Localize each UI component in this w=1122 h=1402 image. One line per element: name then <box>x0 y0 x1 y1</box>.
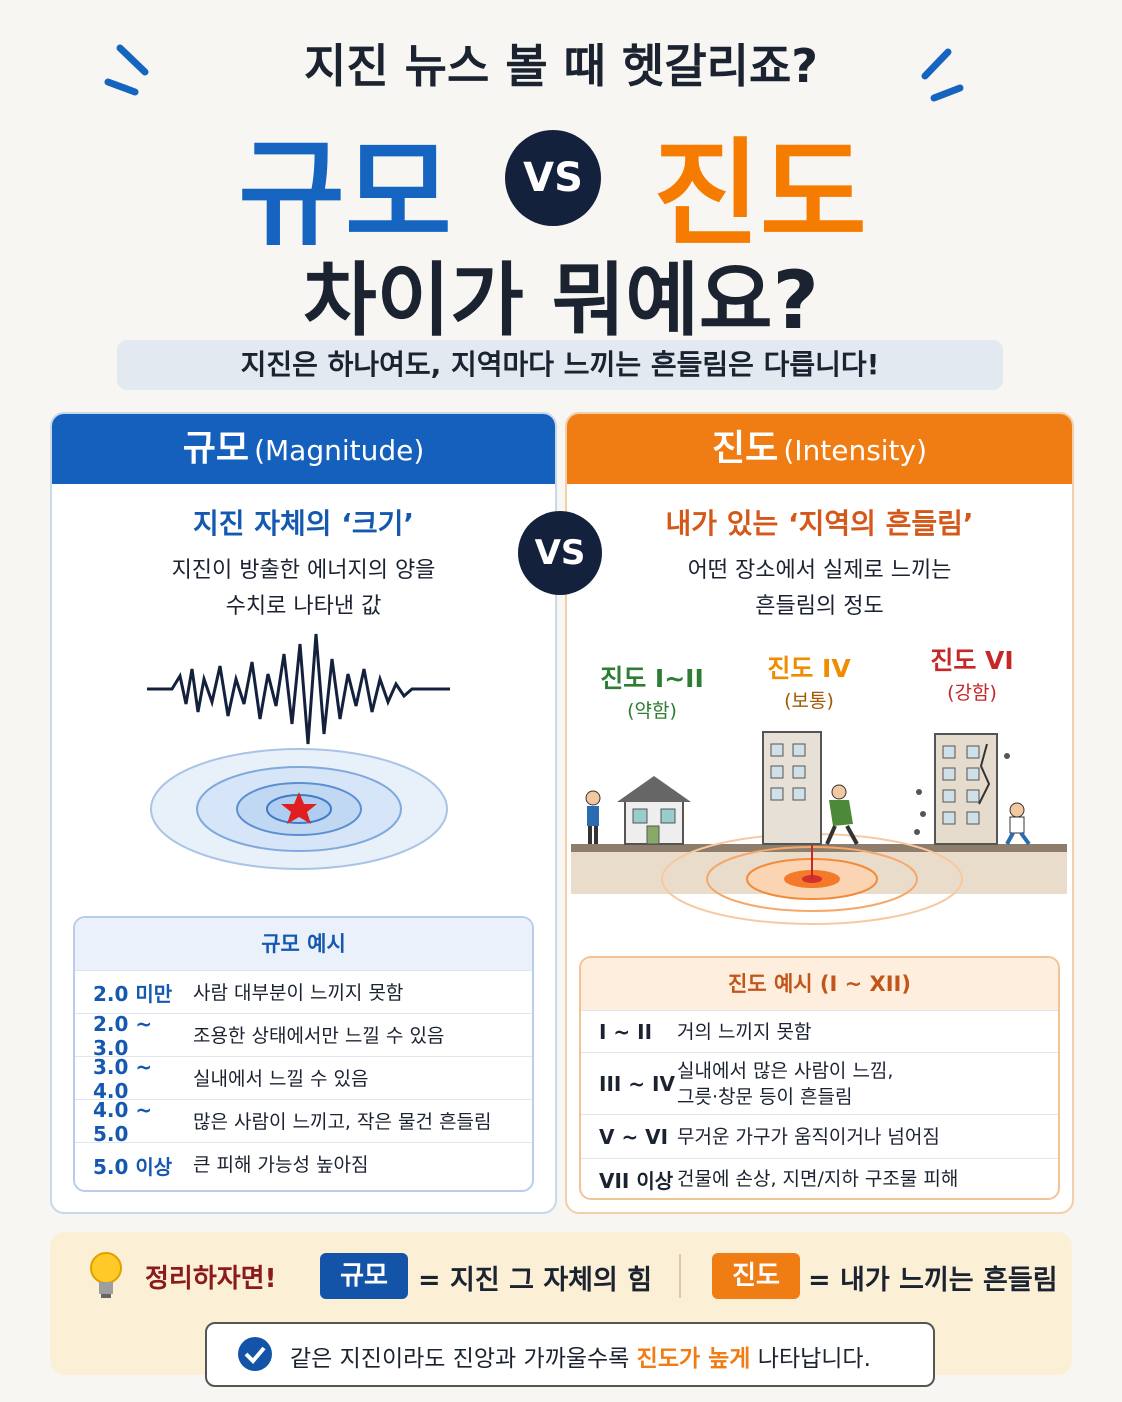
table-row: VII 이상 건물에 손상, 지면/지하 구조물 피해 <box>581 1158 1058 1198</box>
table-row: V ~ VI 무거운 가구가 움직이거나 넘어짐 <box>581 1114 1058 1159</box>
note-after: 나타납니다. <box>750 1346 871 1372</box>
summary-text: = 내가 느끼는 흔들림 <box>808 1265 1058 1296</box>
table-title: 규모 예시 <box>75 918 532 970</box>
bulb-icon <box>90 1252 122 1298</box>
note-highlight: 진도가 높게 <box>636 1346 751 1372</box>
magnitude-desc: 수치로 나타낸 값 <box>225 594 382 619</box>
note-text: 같은 지진이라도 진앙과 가까울수록 진도가 높게 나타납니다. <box>290 1339 871 1373</box>
level-strength: (약함) <box>627 700 677 722</box>
row-desc: 실내에서 느낄 수 있음 <box>193 1067 369 1090</box>
row-desc: 사람 대부분이 느끼지 못함 <box>193 981 404 1004</box>
level-strength: (보통) <box>784 690 834 712</box>
divider <box>679 1254 681 1298</box>
table-row: III ~ IV 실내에서 많은 사람이 느낌, 그릇·창문 등이 흔들림 <box>581 1052 1058 1115</box>
header-decor <box>104 44 964 102</box>
intensity-desc: 어떤 장소에서 실제로 느끼는 <box>687 558 952 583</box>
level-strength: (강함) <box>947 682 997 704</box>
intensity-title: 진도 <box>711 428 779 469</box>
title-right: 진도 <box>653 127 867 262</box>
row-desc: 거의 느끼지 못함 <box>677 1021 812 1043</box>
magnitude-title: 규모 <box>182 428 249 469</box>
row-desc: 큰 피해 가능성 높아짐 <box>193 1154 369 1176</box>
intensity-table: 진도 예시 (I ~ XII) I ~ II 거의 느끼지 못함 III ~ IV 실… <box>579 956 1060 1200</box>
subtitle: 지진은 하나여도, 지역마다 느끼는 흔들림은 다릅니다! <box>117 340 1003 390</box>
intensity-desc: 흔들림의 정도 <box>755 594 884 619</box>
table-title: 진도 예시 (I ~ XII) <box>581 958 1058 1010</box>
table-row: I ~ II 거의 느끼지 못함 <box>581 1010 1058 1053</box>
summary-tag: 진도 <box>712 1253 800 1299</box>
center-vs: VS <box>518 511 602 595</box>
row-key: III ~ IV <box>599 1072 675 1096</box>
row-key: I ~ II <box>599 1020 653 1044</box>
intensity-title-en: (Intensity) <box>783 434 928 467</box>
level-label: 진도 VI <box>930 646 1014 675</box>
row-desc: 건물에 손상, 지면/지하 구조물 피해 <box>677 1168 959 1190</box>
table-row: 2.0 ~ 3.0 조용한 상태에서만 느낄 수 있음 <box>75 1011 532 1060</box>
table-row: 4.0 ~ 5.0 많은 사람이 느끼고, 작은 물건 흔들림 <box>75 1097 532 1146</box>
row-desc: 많은 사람이 느끼고, 작은 물건 흔들림 <box>193 1110 492 1133</box>
row-key: 2.0 ~ 3.0 <box>93 1011 153 1060</box>
row-key: 5.0 이상 <box>93 1154 173 1179</box>
magnitude-title-en: (Magnitude) <box>254 434 425 467</box>
row-key: 3.0 ~ 4.0 <box>93 1054 153 1103</box>
intensity-header: 진도 (Intensity) <box>567 414 1072 484</box>
magnitude-heading: 지진 자체의 ‘크기’ <box>192 507 415 540</box>
row-key: 4.0 ~ 5.0 <box>93 1097 153 1146</box>
intensity-illustration <box>571 731 1067 925</box>
check-icon <box>238 1337 272 1371</box>
note-before: 같은 지진이라도 진앙과 가까울수록 <box>290 1346 637 1372</box>
magnitude-panel: 규모 (Magnitude) 지진 자체의 ‘크기’ 지진이 방출한 에너지의 … <box>50 412 557 1214</box>
title-vs: VS <box>505 130 601 226</box>
question: 차이가 뭐예요? <box>303 254 819 347</box>
intensity-panel: 진도 (Intensity) 내가 있는 ‘지역의 흔들림’ 어떤 장소에서 실… <box>565 412 1074 1214</box>
magnitude-table: 규모 예시 2.0 미만 사람 대부분이 느끼지 못함 2.0 ~ 3.0 조용한 상… <box>73 916 534 1192</box>
row-key: 2.0 미만 <box>93 982 173 1006</box>
title-left: 규모 <box>238 127 452 262</box>
magnitude-header: 규모 (Magnitude) <box>52 414 555 484</box>
row-desc: 조용한 상태에서만 느낄 수 있음 <box>193 1024 445 1047</box>
note-box <box>205 1322 935 1387</box>
kicker: 지진 뉴스 볼 때 헷갈리죠? <box>304 39 818 93</box>
row-desc: 실내에서 많은 사람이 느낌, 그릇·창문 등이 흔들림 <box>677 1060 894 1108</box>
table-row: 5.0 이상 큰 피해 가능성 높아짐 <box>75 1142 532 1187</box>
row-key: VII 이상 <box>599 1168 674 1193</box>
level-label: 진도 IV <box>767 654 851 683</box>
seismic-illustration <box>147 633 450 870</box>
magnitude-desc: 지진이 방출한 에너지의 양을 <box>171 558 436 583</box>
summary-text: = 지진 그 자체의 힘 <box>418 1265 653 1296</box>
level-label: 진도 I~II <box>600 664 704 693</box>
row-key: V ~ VI <box>599 1125 669 1149</box>
intensity-heading: 내가 있는 ‘지역의 흔들림’ <box>665 507 974 540</box>
summary-tag: 규모 <box>320 1253 408 1299</box>
summary-label: 정리하자면! <box>145 1264 277 1294</box>
row-desc: 무거운 가구가 움직이거나 넘어짐 <box>677 1126 940 1148</box>
table-row: 2.0 미만 사람 대부분이 느끼지 못함 <box>75 970 532 1014</box>
table-row: 3.0 ~ 4.0 실내에서 느낄 수 있음 <box>75 1054 532 1103</box>
